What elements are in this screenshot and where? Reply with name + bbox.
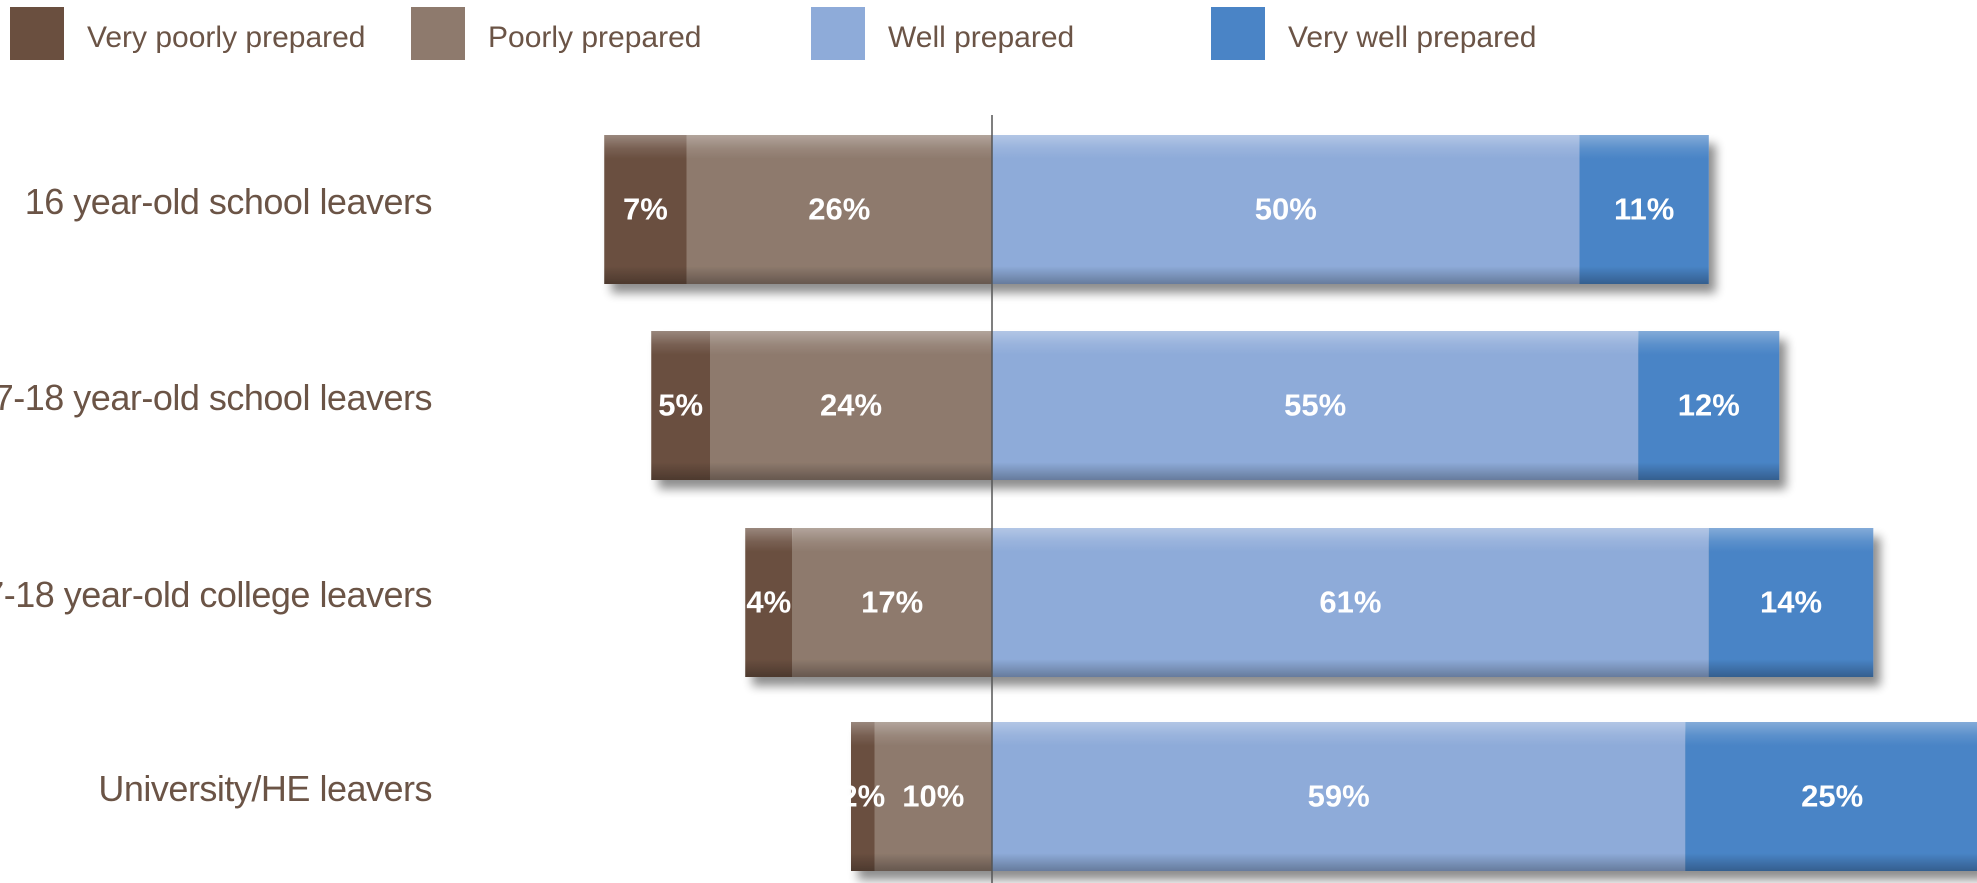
legend-label-very-well-prepared: Very well prepared: [1288, 21, 1536, 54]
data-label: 14%: [1760, 585, 1822, 620]
category-labels: 16 year-old school leavers 17-18 year-old…: [0, 181, 433, 809]
data-label: 26%: [808, 192, 870, 227]
bar-row: 7% 26% 50% 11%: [604, 135, 1709, 284]
data-label: 25%: [1801, 779, 1863, 814]
legend-label-poorly-prepared: Poorly prepared: [488, 21, 701, 54]
legend: Very poorly prepared Poorly prepared Well …: [10, 7, 1536, 60]
data-label: 59%: [1308, 779, 1370, 814]
bars: 7% 26% 50% 11% 5% 24% 55% 12% 4% 17% 61% 14% 2% 10% 59…: [604, 135, 1977, 871]
bar-row: 2% 10% 59% 25%: [840, 722, 1977, 871]
data-label: 7%: [623, 192, 668, 227]
bar-row: 5% 24% 55% 12%: [651, 331, 1780, 480]
data-label: 55%: [1284, 388, 1346, 423]
bar-gloss: [651, 331, 1780, 480]
bar-gloss: [604, 135, 1709, 284]
legend-swatch-well-prepared: [811, 7, 865, 60]
category-label: University/HE leavers: [98, 768, 432, 809]
legend-label-very-poorly-prepared: Very poorly prepared: [87, 21, 366, 54]
data-label: 61%: [1319, 585, 1381, 620]
data-label: 10%: [902, 779, 964, 814]
data-label: 12%: [1678, 388, 1740, 423]
category-label: 16 year-old school leavers: [25, 181, 432, 222]
bar-row: 4% 17% 61% 14%: [745, 528, 1874, 677]
data-label: 24%: [820, 388, 882, 423]
data-label: 4%: [746, 585, 791, 620]
category-label: 17-18 year-old college leavers: [0, 574, 432, 615]
legend-label-well-prepared: Well prepared: [888, 21, 1074, 54]
data-label: 11%: [1614, 192, 1674, 227]
legend-swatch-poorly-prepared: [411, 7, 465, 60]
data-label: 17%: [861, 585, 923, 620]
category-label: 17-18 year-old school leavers: [0, 377, 432, 418]
data-label: 2%: [840, 779, 885, 814]
data-label: 5%: [658, 388, 703, 423]
legend-swatch-very-poorly-prepared: [10, 7, 64, 60]
bar-gloss: [745, 528, 1874, 677]
legend-swatch-very-well-prepared: [1211, 7, 1265, 60]
bar-gloss: [851, 722, 1977, 871]
data-label: 50%: [1255, 192, 1317, 227]
